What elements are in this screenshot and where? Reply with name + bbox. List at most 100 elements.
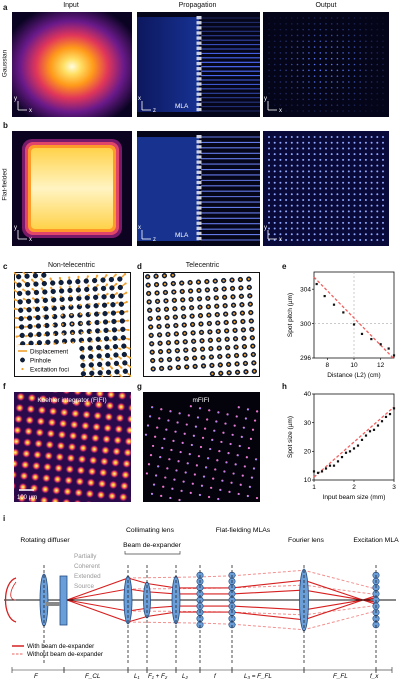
output-spot [382, 57, 384, 60]
fifi-spot [77, 454, 87, 464]
excitation-focus [62, 342, 65, 345]
output-spot [336, 176, 339, 179]
fifi-spot [111, 446, 122, 457]
pinhole [35, 323, 42, 329]
output-spot [376, 69, 379, 72]
output-spot [348, 69, 350, 72]
output-spot [348, 110, 350, 112]
fifi-spot [81, 410, 92, 420]
fifi-spot [62, 392, 71, 395]
fifi-spot [103, 423, 113, 433]
output-spot [302, 210, 305, 213]
mfifi-spot-core [171, 449, 173, 451]
pinhole [43, 306, 49, 312]
output-spot [313, 227, 316, 230]
excitation-focus [115, 282, 118, 286]
output-spot [268, 86, 270, 89]
legend-displacement: Displacement [30, 349, 68, 356]
output-spot [348, 92, 350, 95]
excitation-focus [117, 320, 120, 323]
excitation-focus [58, 276, 61, 280]
output-spot [382, 227, 384, 230]
output-spot [319, 141, 322, 144]
output-spot [285, 75, 287, 77]
data-point [324, 467, 328, 470]
output-spot [296, 34, 299, 37]
output-spot [364, 141, 367, 144]
output-spot [353, 86, 356, 89]
output-spot [268, 216, 270, 219]
output-spot [330, 193, 333, 196]
excitation-focus [219, 372, 222, 375]
excitation-focus [233, 320, 236, 324]
output-spot [359, 181, 362, 184]
output-spot [348, 23, 350, 25]
output-spot [359, 198, 362, 201]
output-spot [382, 181, 384, 184]
output-spot [370, 158, 373, 161]
output-spot [353, 40, 356, 43]
pinhole [33, 281, 39, 287]
dim-L3: L₃ = F_FL [244, 673, 272, 680]
excitation-focus [90, 340, 93, 343]
excitation-focus [91, 349, 94, 352]
excitation-focus [244, 370, 248, 373]
mla-lenslet [196, 92, 202, 96]
output-spot [365, 92, 367, 95]
mfifi-spot-core [205, 467, 208, 469]
output-spot [268, 28, 270, 31]
output-spot [268, 75, 270, 77]
mfifi-spot-core [238, 406, 240, 409]
pinhole [96, 353, 102, 359]
output-spot [307, 141, 310, 144]
dim-FCL: F_CL [85, 673, 101, 680]
output-spot [296, 28, 299, 31]
output-spot [319, 147, 322, 150]
pinhole [80, 371, 87, 377]
fifi-spot [66, 453, 76, 463]
fifi-spot [125, 425, 131, 435]
excitation-focus [214, 279, 217, 283]
mfifi-spot-core [202, 437, 205, 439]
mfifi-spot-core [185, 472, 187, 474]
output-spot [319, 198, 322, 201]
output-spot [313, 170, 316, 173]
data-point [392, 407, 396, 410]
excitation-focus [22, 297, 25, 300]
output-spot [273, 28, 276, 31]
output-spot [342, 110, 344, 112]
output-spot [325, 187, 327, 190]
output-spot [313, 92, 316, 95]
excitation-focus [151, 351, 154, 354]
output-spot [353, 187, 356, 190]
pinhole [94, 311, 100, 317]
output-spot [273, 104, 276, 106]
mfifi-spot-core [173, 440, 175, 442]
output-spot [370, 216, 373, 219]
pinhole [41, 280, 47, 287]
excitation-focus [228, 371, 231, 374]
excitation-focus [165, 316, 169, 319]
fifi-spot [36, 416, 46, 426]
mfifi-spot-core [212, 439, 214, 441]
excitation-focus [224, 304, 227, 307]
output-spot [273, 198, 276, 201]
output-spot [268, 136, 270, 138]
output-spot [347, 198, 350, 201]
output-spot [302, 23, 304, 25]
excitation-focus [24, 325, 27, 328]
fifi-spot [25, 415, 35, 425]
output-spot [336, 75, 339, 77]
excitation-focus [243, 345, 246, 348]
output-spot [353, 46, 356, 48]
excitation-focus [209, 347, 212, 350]
pinhole [102, 311, 108, 317]
output-spot [279, 75, 282, 77]
excitation-focus [120, 366, 123, 369]
excitation-focus [71, 332, 74, 335]
output-spot [382, 110, 384, 112]
output-spot [364, 233, 367, 236]
pcs-line-3: Extended [74, 573, 101, 580]
output-spot [279, 81, 282, 83]
excitation-focus [147, 283, 150, 287]
